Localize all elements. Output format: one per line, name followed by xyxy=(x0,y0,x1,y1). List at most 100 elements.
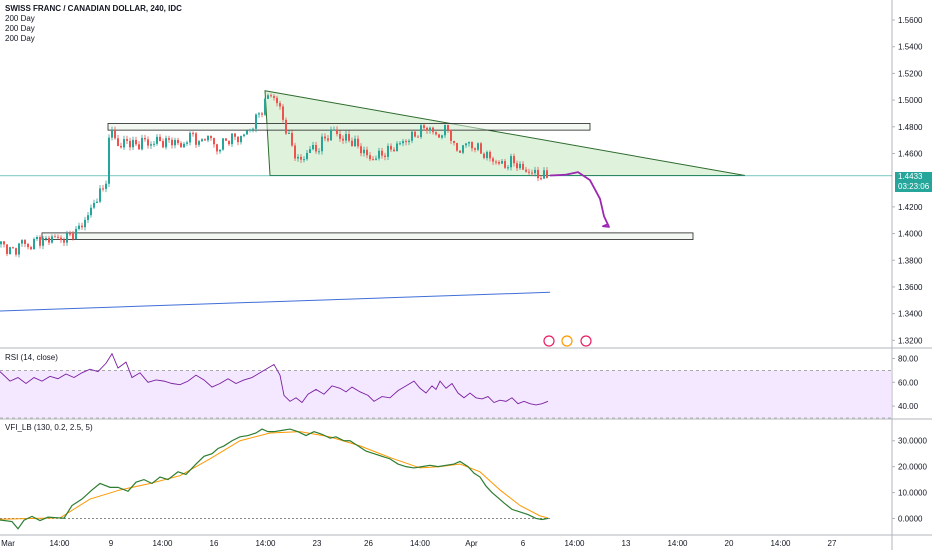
candle-body xyxy=(495,161,497,163)
candle xyxy=(240,135,242,145)
candle-body xyxy=(30,247,32,250)
candle-body xyxy=(246,130,248,135)
rsi-tick-label: 80.00 xyxy=(898,355,919,364)
candle-body xyxy=(285,119,287,134)
rsi-tick-label: 60.00 xyxy=(898,378,919,387)
candle-body xyxy=(489,151,491,159)
candle xyxy=(54,234,56,238)
candle xyxy=(426,126,428,134)
candle-body xyxy=(144,137,146,140)
candle-body xyxy=(306,152,308,160)
candle xyxy=(135,136,137,147)
price-tick-label: 1.5400 xyxy=(898,43,923,52)
candle xyxy=(267,93,269,99)
candle-body xyxy=(336,129,338,135)
price-tick-label: 1.3400 xyxy=(898,310,923,319)
candle-body xyxy=(189,132,191,143)
candle xyxy=(258,112,260,118)
time-tick-label: 14:00 xyxy=(255,539,276,548)
candle xyxy=(249,128,251,133)
candle xyxy=(528,168,530,175)
vfi-title: VFI_LB (130, 0.2, 2.5, 5) xyxy=(5,423,93,432)
candle-body xyxy=(282,106,284,120)
candle xyxy=(543,167,545,180)
candle xyxy=(351,137,353,147)
candle-body xyxy=(105,183,107,189)
candle-body xyxy=(405,141,407,143)
candle-body xyxy=(339,134,341,139)
candle xyxy=(522,161,524,171)
chart-legend: SWISS FRANC / CANADIAN DOLLAR, 240, IDC … xyxy=(5,4,182,44)
candle xyxy=(504,158,506,169)
candle xyxy=(438,133,440,138)
candle xyxy=(48,235,50,245)
candle-body xyxy=(462,145,464,153)
candle xyxy=(162,138,164,149)
candle xyxy=(114,126,116,140)
candle-body xyxy=(75,228,77,240)
candle-body xyxy=(93,202,95,208)
candle-body xyxy=(507,167,509,169)
candle-body xyxy=(510,156,512,168)
candle-body xyxy=(321,136,323,152)
candle xyxy=(366,146,368,159)
candle xyxy=(138,141,140,150)
candle-body xyxy=(267,95,269,99)
candle-body xyxy=(171,139,173,146)
candle xyxy=(492,156,494,165)
candle xyxy=(483,152,485,160)
candle xyxy=(498,160,500,166)
candle xyxy=(69,230,71,237)
time-tick-label: 20 xyxy=(725,539,734,548)
candle-body xyxy=(444,124,446,136)
candle-body xyxy=(276,97,278,104)
candle xyxy=(153,140,155,148)
candle xyxy=(315,141,317,154)
candle-body xyxy=(294,145,296,159)
legend-ma-3: 200 Day xyxy=(5,34,35,43)
candle xyxy=(429,126,431,134)
candle-body xyxy=(9,247,11,254)
candle xyxy=(525,166,527,173)
candle xyxy=(294,142,296,162)
candle xyxy=(96,198,98,203)
candle-body xyxy=(96,201,98,203)
candle-body xyxy=(411,131,413,141)
candle xyxy=(90,204,92,218)
candle-body xyxy=(147,139,149,146)
price-tick-label: 1.3200 xyxy=(898,336,923,345)
candle-body xyxy=(324,136,326,139)
time-tick-label: Mar xyxy=(1,539,15,548)
candle-body xyxy=(234,133,236,137)
candle xyxy=(447,124,449,133)
candle-body xyxy=(231,133,233,145)
vfi-legend: VFI_LB (130, 0.2, 2.5, 5) xyxy=(5,423,93,433)
price-tick-label: 1.3800 xyxy=(898,256,923,265)
candle-body xyxy=(366,149,368,156)
candle xyxy=(183,141,185,148)
candle xyxy=(270,93,272,98)
vfi-tick-label: 0.0000 xyxy=(898,514,923,523)
candle-body xyxy=(378,150,380,159)
candle xyxy=(510,153,512,171)
candle-body xyxy=(129,140,131,148)
time-tick-label: 14:00 xyxy=(667,539,688,548)
candle-body xyxy=(516,163,518,169)
candle-body xyxy=(492,158,494,162)
candle xyxy=(111,126,113,141)
candle xyxy=(417,135,419,138)
candle xyxy=(132,136,134,151)
candle-body xyxy=(114,130,116,139)
candle xyxy=(468,141,470,147)
candle xyxy=(477,142,479,152)
candle xyxy=(126,135,128,145)
candle-body xyxy=(459,150,461,153)
candle xyxy=(462,144,464,155)
candle xyxy=(201,138,203,143)
candle xyxy=(393,147,395,152)
candle-body xyxy=(252,128,254,130)
candle xyxy=(471,141,473,152)
candle xyxy=(210,135,212,142)
candle xyxy=(219,149,221,154)
candle xyxy=(81,222,83,230)
